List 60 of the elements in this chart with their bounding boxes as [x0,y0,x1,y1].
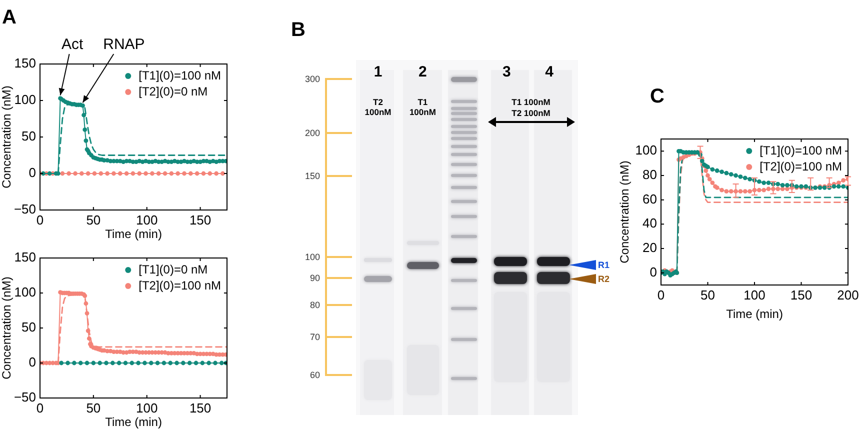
x-axis-title: Time (min) [105,227,162,242]
x-tick-label: 200 [837,287,859,302]
text: 60 [310,370,320,380]
text: B [291,19,306,41]
text: 300 [304,74,320,84]
text: 2 [418,63,427,81]
text: 70 [310,332,320,342]
y-tick-label: 50 [22,128,36,144]
text: 80 [310,300,320,310]
text: 100 [304,252,320,262]
y-tick-label: −50 [14,390,36,405]
x-tick-label: 150 [790,287,812,302]
chart-title: A [2,6,16,29]
text: 90 [310,273,320,284]
x-tick-label: 50 [86,400,101,416]
x-axis-title: Time (min) [726,307,783,322]
y-axis-title: Concentration (nM) [618,160,632,264]
legend-label: [T1](0)=0 nM [138,262,208,276]
x-tick-label: 150 [189,400,212,416]
y-tick-label: 150 [14,250,36,265]
text: R1 [598,260,610,270]
x-tick-label: 50 [86,212,101,228]
y-tick-label: 100 [14,92,36,108]
x-axis-title: Time (min) [105,415,162,430]
annotation: RNAP [103,36,145,54]
text: 200 [304,128,320,138]
annotation: Act [61,36,84,54]
legend-label: [T1](0)=100 nM [138,68,222,82]
y-axis-title: Concentration (nM) [0,86,14,188]
text: 1 [374,63,382,81]
x-tick-label: 100 [136,212,158,228]
legend-label: [T1](0)=100 nM [760,143,842,158]
y-tick-label: 0 [650,264,657,280]
y-tick-label: −50 [14,202,36,217]
text: T2 100nM [512,108,550,119]
y-tick-label: 50 [22,320,36,335]
y-tick-label: 0 [28,165,36,180]
text: T1 100nM [409,96,436,118]
text: 3 [502,63,511,81]
x-tick-label: 50 [700,287,715,302]
chart-title: C [650,86,664,108]
y-tick-label: 20 [642,240,657,256]
x-tick-label: 150 [189,212,212,228]
x-tick-label: 100 [136,400,158,416]
y-tick-label: 40 [642,216,657,231]
legend-label: [T2](0)=100 nM [760,159,842,174]
y-tick-label: 100 [635,142,657,158]
text: R2 [598,274,610,284]
text: T2 100nM [364,96,392,118]
text: 4 [545,63,554,81]
legend-label: [T2](0)=100 nM [138,278,222,292]
y-tick-label: 150 [14,56,36,71]
text: T1 100nM [512,97,550,108]
y-tick-label: 0 [28,354,36,370]
y-tick-label: 80 [642,167,657,182]
legend-label: [T2](0)=0 nM [138,84,208,98]
y-tick-label: 60 [642,191,657,206]
text: 150 [304,170,320,182]
y-axis-title: Concentration (nM) [0,276,14,380]
x-tick-label: 100 [744,287,766,302]
